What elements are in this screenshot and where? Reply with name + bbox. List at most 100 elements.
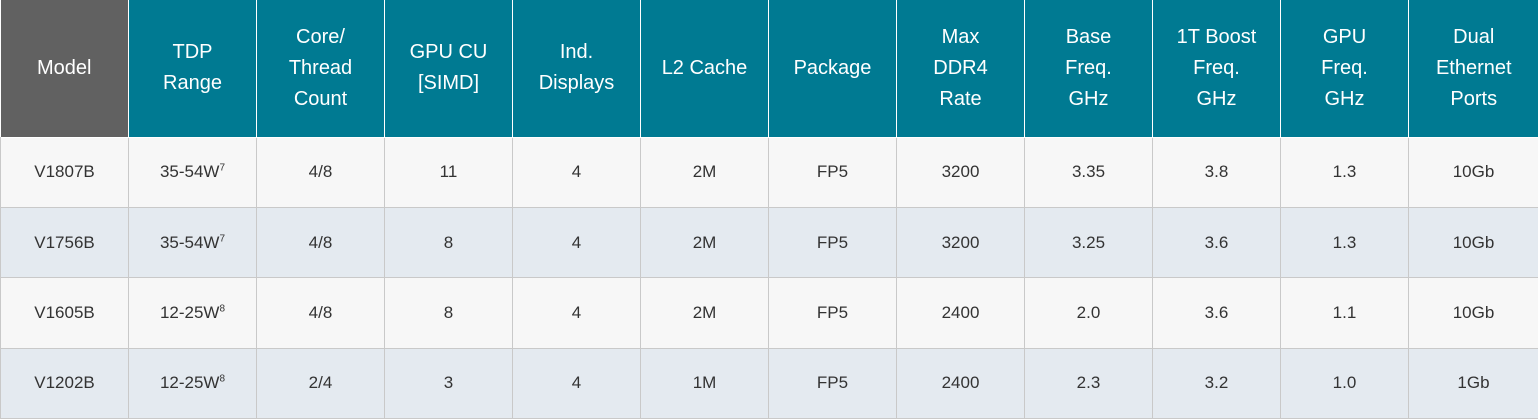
l2-cache-cell-value: 2M xyxy=(692,162,717,182)
displays-cell-value: 4 xyxy=(571,373,582,393)
tdp-range-cell: 35-54W7 xyxy=(128,207,257,279)
tdp-range-cell-value: 12-25W xyxy=(159,373,220,393)
header-line: Base xyxy=(1065,25,1112,48)
gpu-cu-cell-value: 8 xyxy=(443,302,454,322)
tdp-range-cell-value: 12-25W xyxy=(159,302,220,322)
ethernet-cell-value: 10Gb xyxy=(1452,302,1495,322)
gpu-freq-cell-value: 1.0 xyxy=(1332,373,1357,393)
base-freq-cell-value: 2.0 xyxy=(1076,302,1101,322)
tdp-range-header: TDP Range xyxy=(128,0,257,137)
header-line: GHz xyxy=(1324,87,1365,110)
l2-cache-cell: 2M xyxy=(640,207,769,279)
core-thread-cell-value: 4/8 xyxy=(308,162,333,182)
gpu-freq-cell: 1.3 xyxy=(1280,207,1409,279)
header-row: Model TDP Range Core/Thread Count GPU CU [SIMD… xyxy=(0,0,1538,137)
l2-cache-cell: 2M xyxy=(640,136,769,208)
tdp-range-cell: 12-25W8 xyxy=(128,348,257,419)
package-cell: FP5 xyxy=(768,348,897,419)
gpu-cu-cell: 11 xyxy=(384,136,513,208)
header-line: Package xyxy=(793,56,872,79)
package-cell-value: FP5 xyxy=(816,373,849,393)
displays-cell-value: 4 xyxy=(571,232,582,252)
model-cell-value: V1756B xyxy=(34,232,95,252)
package-cell: FP5 xyxy=(768,277,897,349)
package-cell: FP5 xyxy=(768,136,897,208)
ethernet-cell-value: 10Gb xyxy=(1452,162,1495,182)
base-freq-cell-value: 3.25 xyxy=(1071,232,1106,252)
header-line: Freq. xyxy=(1193,56,1240,79)
gpu-freq-cell: 1.3 xyxy=(1280,136,1409,208)
l2-cache-cell: 2M xyxy=(640,277,769,349)
gpu-freq-cell-value: 1.3 xyxy=(1332,232,1357,252)
boost-freq-cell: 3.8 xyxy=(1152,136,1281,208)
footnote-marker: 8 xyxy=(219,303,226,315)
model-cell: V1807B xyxy=(0,136,129,208)
package-cell-value: FP5 xyxy=(816,302,849,322)
l2-cache-cell: 1M xyxy=(640,348,769,419)
l2-cache-cell-value: 2M xyxy=(692,232,717,252)
header-line: GPU xyxy=(1322,25,1367,48)
displays-cell-value: 4 xyxy=(571,162,582,182)
dual-ethernet-ports-header: Dual Ethernet Ports xyxy=(1408,0,1538,137)
model-cell-value: V1807B xyxy=(34,162,95,182)
ethernet-cell: 1Gb xyxy=(1408,348,1538,419)
ddr4-rate-cell: 2400 xyxy=(896,277,1025,349)
header-line: Thread xyxy=(288,56,353,79)
core-thread-cell-value: 2/4 xyxy=(308,373,333,393)
header-line: Freq. xyxy=(1321,56,1368,79)
displays-cell: 4 xyxy=(512,348,641,419)
ddr4-rate-cell: 3200 xyxy=(896,136,1025,208)
header-line: L2 Cache xyxy=(661,56,748,79)
table-body: V1807B 35-54W7 4/8 11 4 2M FP5 3200 3.35 3.8 1.3 10… xyxy=(0,136,1538,419)
model-cell: V1756B xyxy=(0,207,129,279)
gpu-freq-cell: 1.0 xyxy=(1280,348,1409,419)
base-freq-cell: 2.0 xyxy=(1024,277,1153,349)
header-line: [SIMD] xyxy=(417,72,480,95)
boost-freq-cell: 3.6 xyxy=(1152,207,1281,279)
tdp-range-cell: 12-25W8 xyxy=(128,277,257,349)
displays-cell-value: 4 xyxy=(571,302,582,322)
core-thread-cell-value: 4/8 xyxy=(308,232,333,252)
table-row: V1605B 12-25W8 4/8 8 4 2M FP5 2400 2.0 3.6 1.1 10Gb xyxy=(0,277,1538,349)
ddr4-rate-cell: 3200 xyxy=(896,207,1025,279)
package-cell-value: FP5 xyxy=(816,232,849,252)
core-thread-cell-value: 4/8 xyxy=(308,302,333,322)
table-row: V1202B 12-25W8 2/4 3 4 1M FP5 2400 2.3 3.2 1.0 1Gb xyxy=(0,348,1538,419)
header-line: Core/ xyxy=(296,25,345,48)
boost-freq-header: 1T Boost Freq. GHz xyxy=(1152,0,1281,137)
gpu-cu-cell: 3 xyxy=(384,348,513,419)
core-thread-cell: 2/4 xyxy=(256,348,385,419)
table-row: V1756B 35-54W7 4/8 8 4 2M FP5 3200 3.25 3.6 1.3 10G… xyxy=(0,207,1538,279)
model-cell-value: V1202B xyxy=(34,373,95,393)
header-line: TDP xyxy=(172,41,213,64)
displays-cell: 4 xyxy=(512,277,641,349)
l2-cache-header: L2 Cache xyxy=(640,0,769,137)
tdp-range-cell: 35-54W7 xyxy=(128,136,257,208)
gpu-freq-cell-value: 1.3 xyxy=(1332,162,1357,182)
header-line: Range xyxy=(163,72,222,95)
base-freq-cell-value: 2.3 xyxy=(1076,373,1101,393)
package-cell: FP5 xyxy=(768,207,897,279)
l2-cache-cell-value: 1M xyxy=(692,373,717,393)
ddr4-rate-cell-value: 3200 xyxy=(941,232,980,252)
core-thread-cell: 4/8 xyxy=(256,277,385,349)
header-line: GHz xyxy=(1068,87,1109,110)
header-line: Count xyxy=(293,87,348,110)
ind-displays-header: Ind. Displays xyxy=(512,0,641,137)
package-cell-value: FP5 xyxy=(816,162,849,182)
core-thread-cell: 4/8 xyxy=(256,207,385,279)
footnote-marker: 8 xyxy=(219,373,226,385)
boost-freq-cell-value: 3.6 xyxy=(1204,302,1229,322)
base-freq-cell: 3.35 xyxy=(1024,136,1153,208)
ddr4-rate-cell-value: 3200 xyxy=(941,162,980,182)
base-freq-cell-value: 3.35 xyxy=(1071,162,1106,182)
header-line: Dual xyxy=(1453,25,1495,48)
ethernet-cell-value: 1Gb xyxy=(1457,373,1490,393)
gpu-cu-cell: 8 xyxy=(384,277,513,349)
gpu-cu-header: GPU CU [SIMD] xyxy=(384,0,513,137)
package-header: Package xyxy=(768,0,897,137)
boost-freq-cell: 3.2 xyxy=(1152,348,1281,419)
header-line: Displays xyxy=(538,72,615,95)
ethernet-cell: 10Gb xyxy=(1408,136,1538,208)
header-line: GPU CU xyxy=(409,41,488,64)
